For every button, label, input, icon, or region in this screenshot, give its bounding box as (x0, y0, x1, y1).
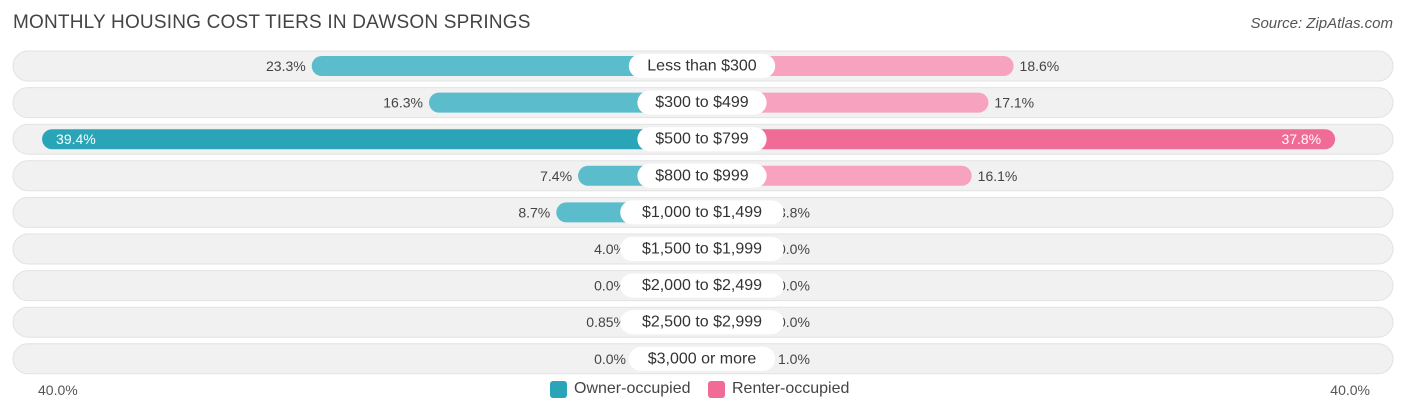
renter-value-label: 1.0% (778, 351, 810, 367)
chart-title: MONTHLY HOUSING COST TIERS IN DAWSON SPR… (13, 12, 531, 33)
legend-label-owner: Owner-occupied (574, 380, 691, 397)
chart-source: Source: ZipAtlas.com (1250, 15, 1393, 32)
renter-value-label: 18.6% (1020, 58, 1060, 74)
category-label: $800 to $999 (655, 167, 749, 184)
legend-swatch-owner (550, 380, 567, 398)
category-label: $3,000 or more (648, 350, 757, 367)
owner-value-label: 4.0% (594, 241, 626, 257)
renter-value-label: 0.0% (778, 278, 810, 294)
legend-item-renter: Renter-occupied (708, 380, 849, 398)
category-label: $300 to $499 (655, 94, 749, 111)
owner-bar (42, 129, 703, 150)
owner-value-label: 0.85% (586, 314, 626, 330)
owner-value-label: 8.7% (518, 204, 550, 220)
diverging-bar-chart: 23.3% 18.6% Less than $300 16.3% 17.1% $300 t… (12, 50, 1394, 375)
category-pill (637, 127, 767, 152)
axis-right-label: 40.0% (1330, 382, 1370, 398)
renter-bar (702, 165, 972, 186)
category-label: $2,000 to $2,499 (642, 277, 762, 294)
category-label: $2,500 to $2,999 (642, 314, 762, 331)
renter-bar (702, 92, 989, 113)
owner-value-label: 23.3% (266, 58, 306, 74)
category-pill (620, 200, 784, 225)
category-pill (620, 310, 784, 335)
category-label: Less than $300 (647, 58, 757, 75)
renter-bar (702, 56, 1014, 76)
category-label: $1,500 to $1,999 (642, 241, 762, 258)
category-label: $500 to $799 (655, 131, 749, 148)
renter-value-label: 0.0% (778, 314, 810, 330)
renter-bar (702, 129, 1336, 150)
category-pill (620, 273, 784, 298)
owner-bar (311, 56, 702, 76)
category-pill (628, 54, 776, 78)
owner-value-label: 0.0% (594, 351, 626, 367)
axis-left-label: 40.0% (38, 382, 78, 398)
category-pill (628, 346, 776, 371)
owner-bar (428, 92, 702, 113)
owner-value-label: 0.0% (594, 278, 626, 294)
owner-value-label: 7.4% (540, 168, 572, 184)
renter-value-label: 16.1% (978, 168, 1018, 184)
renter-value-label: 0.0% (778, 241, 810, 257)
owner-value-label: 16.3% (383, 95, 423, 111)
category-label: $1,000 to $1,499 (642, 204, 762, 221)
legend-item-owner: Owner-occupied (550, 380, 691, 398)
legend-label-renter: Renter-occupied (732, 380, 850, 397)
owner-value-label: 39.4% (56, 131, 96, 147)
legend-swatch-renter (708, 380, 725, 398)
legend: Owner-occupied Renter-occupied (0, 380, 1406, 402)
renter-value-label: 37.8% (1281, 131, 1321, 147)
category-pill (620, 237, 784, 261)
renter-value-label: 3.8% (778, 204, 810, 220)
renter-value-label: 17.1% (994, 95, 1034, 111)
category-pill (637, 90, 767, 115)
category-pill (637, 163, 767, 188)
